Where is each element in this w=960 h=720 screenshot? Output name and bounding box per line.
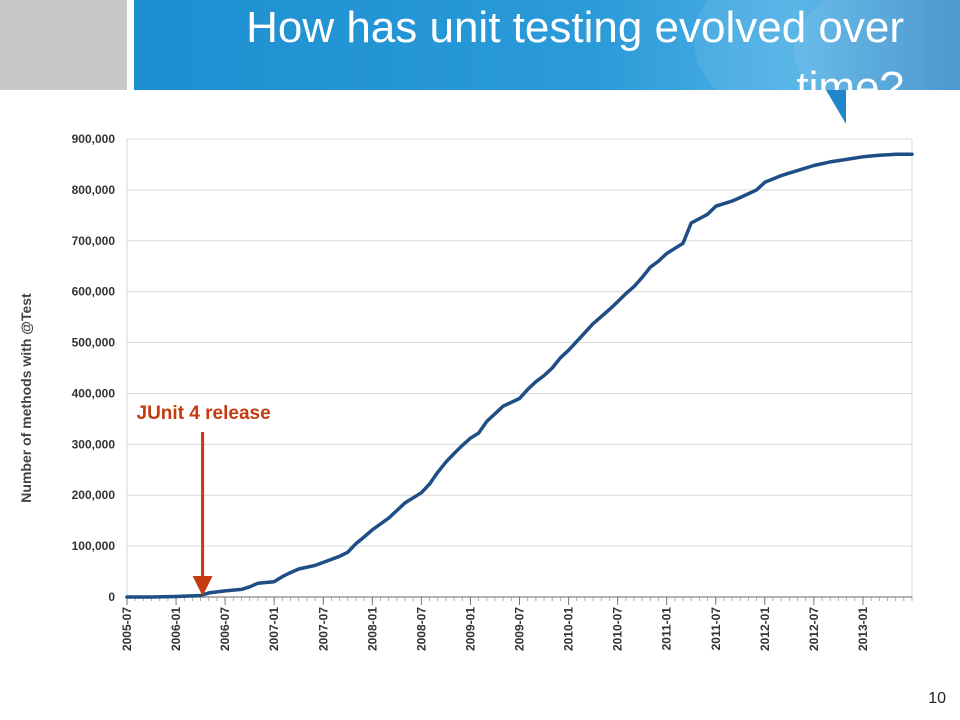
title-banner — [134, 0, 960, 90]
y-axis-label: Number of methods with @Test — [18, 293, 34, 503]
y-tick-label: 0 — [108, 590, 115, 604]
y-tick-label: 500,000 — [72, 336, 116, 350]
x-tick-label: 2008-01 — [365, 607, 379, 651]
y-tick-label: 700,000 — [72, 234, 116, 248]
x-tick-label: 2009-07 — [513, 607, 527, 651]
x-tick-label: 2012-07 — [807, 607, 821, 651]
y-tick-label: 400,000 — [72, 386, 116, 400]
annotation-label: JUnit 4 release — [137, 403, 271, 424]
x-tick-label: 2007-01 — [267, 607, 281, 651]
x-tick-label: 2012-01 — [758, 607, 772, 651]
x-tick-label: 2011-01 — [660, 607, 674, 651]
series-line — [125, 152, 914, 599]
page-number: 10 — [928, 690, 946, 707]
x-tick-label: 2005-07 — [120, 607, 134, 651]
plot-area — [126, 138, 913, 598]
banner-decoration — [794, 0, 960, 90]
banner-decoration — [694, 0, 960, 90]
x-tick-label: 2010-01 — [562, 607, 576, 651]
title-accent-block — [0, 0, 127, 90]
y-tick-label: 800,000 — [72, 183, 116, 197]
slide-title: How has unit testing evolved over time? — [246, 3, 904, 112]
y-tick-label: 100,000 — [72, 539, 116, 553]
y-tick-label: 600,000 — [72, 285, 116, 299]
y-tick-label: 200,000 — [72, 488, 116, 502]
x-tick-label: 2010-07 — [611, 607, 625, 651]
x-tick-label: 2009-01 — [463, 607, 477, 651]
x-tick-label: 2006-07 — [218, 607, 232, 651]
y-tick-label: 300,000 — [72, 437, 116, 451]
annotation-arrow-head — [192, 576, 213, 596]
y-tick-label: 900,000 — [72, 132, 116, 146]
x-tick-label: 2008-07 — [414, 607, 428, 651]
x-tick-label: 2007-07 — [316, 607, 330, 651]
x-tick-label: 2006-01 — [169, 607, 183, 651]
title-notch — [826, 90, 846, 124]
x-tick-label: 2011-07 — [709, 607, 723, 651]
x-tick-label: 2013-01 — [856, 607, 870, 651]
